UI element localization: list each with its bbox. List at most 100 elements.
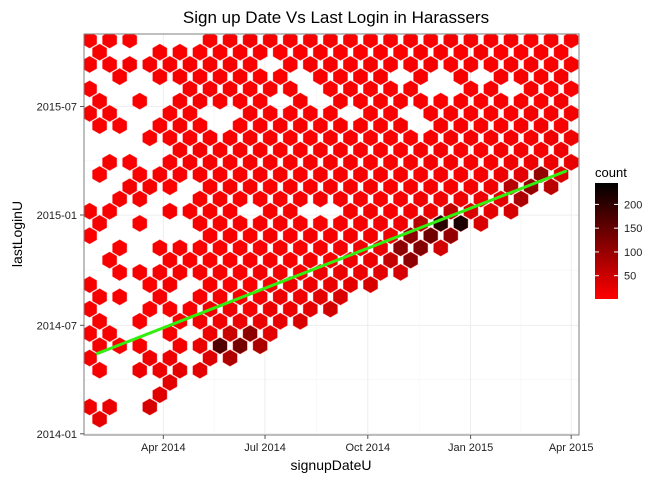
hex-bin	[192, 68, 208, 86]
hex-bin	[363, 104, 378, 122]
hex-bin	[84, 276, 97, 294]
y-tick-label: 2014-07	[37, 320, 77, 332]
hex-bin	[102, 153, 118, 171]
hex-bin	[483, 104, 499, 122]
hex-bin	[272, 165, 288, 184]
hex-bin	[523, 55, 539, 74]
y-axis-ticks: 2014-01 2014-07 2015-01 2015-07	[37, 102, 84, 441]
hex-bin	[262, 300, 278, 318]
hex-bin	[202, 178, 218, 196]
hex-bin	[373, 43, 388, 61]
hex-bin	[513, 141, 529, 159]
hex-bin	[172, 141, 188, 159]
hex-bin	[312, 190, 328, 208]
hex-bin	[353, 141, 368, 159]
hex-bin	[563, 129, 579, 147]
hex-bin	[232, 190, 248, 208]
hex-bin	[463, 104, 479, 122]
hex-bin	[262, 178, 278, 196]
hex-bin	[393, 263, 408, 281]
hex-bin	[92, 117, 108, 135]
hex-bin	[222, 324, 238, 343]
hex-bin	[112, 117, 128, 135]
hex-bin	[463, 178, 479, 196]
hex-bin	[222, 178, 238, 196]
hex-bin	[523, 80, 539, 98]
hex-bin	[122, 34, 138, 49]
hex-bin	[353, 117, 368, 135]
hex-bin	[262, 104, 278, 122]
hex-bin	[192, 361, 208, 379]
hex-bin	[272, 263, 288, 281]
hex-bin	[282, 251, 298, 269]
hex-bin	[222, 276, 238, 294]
hex-bin	[172, 361, 188, 379]
legend-ticks: 50 100 150 200	[595, 199, 642, 283]
hex-bin	[162, 129, 178, 147]
hex-bin	[92, 165, 108, 184]
hex-bin	[272, 312, 288, 330]
hex-bin	[202, 34, 218, 49]
hex-bin	[282, 104, 298, 122]
hex-bin	[132, 312, 148, 330]
hex-bin	[403, 80, 419, 98]
hex-bin	[343, 153, 358, 171]
hex-bin	[493, 92, 509, 110]
hex-bin	[443, 178, 459, 196]
hex-bin	[393, 117, 408, 135]
hex-bin	[423, 178, 439, 196]
hex-bin	[132, 92, 148, 110]
hex-bin	[523, 153, 539, 171]
hex-bin	[292, 43, 308, 61]
hex-bin	[343, 276, 358, 294]
hex-bin	[503, 153, 519, 171]
x-tick-label: Apr 2015	[549, 442, 594, 454]
hex-bin	[383, 251, 398, 269]
hex-bin	[242, 55, 258, 74]
hex-bin	[533, 92, 549, 110]
hex-bin	[272, 43, 288, 61]
hex-bin	[322, 129, 338, 147]
hex-bin	[503, 129, 519, 147]
hex-bin	[102, 34, 118, 49]
hex-bin	[523, 104, 539, 122]
legend-colorbar	[595, 183, 618, 299]
hex-bin	[282, 227, 298, 245]
hex-bin	[393, 239, 408, 257]
legend-tick-label: 150	[624, 223, 642, 235]
hex-bin	[363, 276, 378, 294]
hex-bin	[232, 141, 248, 159]
hex-bin	[363, 129, 378, 147]
hex-bin	[282, 80, 298, 98]
hex-bin	[423, 153, 439, 171]
legend: count 50 100 150 200	[595, 165, 642, 299]
hex-bin	[543, 104, 559, 122]
hex-bin	[172, 68, 188, 86]
hex-bin	[212, 165, 228, 184]
hex-bin	[102, 251, 118, 269]
hex-bin	[403, 129, 419, 147]
hex-bin	[172, 165, 188, 184]
hex-bin	[272, 141, 288, 159]
hex-bin	[543, 55, 559, 74]
hex-bin	[252, 239, 268, 257]
hex-bin	[262, 34, 278, 49]
hex-bin	[322, 227, 338, 245]
hex-bin	[333, 239, 348, 257]
hex-bin	[152, 165, 168, 184]
hex-bin	[423, 55, 439, 74]
hex-bin	[333, 288, 348, 306]
hex-bin	[543, 34, 559, 49]
hex-bin	[222, 80, 238, 98]
hex-bin	[292, 92, 308, 110]
hex-bin	[312, 141, 328, 159]
hex-bin	[302, 34, 318, 49]
hex-bin	[302, 153, 318, 171]
hex-bin	[172, 263, 188, 281]
hex-bin	[383, 104, 398, 122]
hex-bin	[453, 165, 469, 184]
hex-bin	[112, 263, 128, 281]
hex-bin	[553, 68, 569, 86]
hex-bin	[282, 178, 298, 196]
hex-bin	[312, 288, 328, 306]
